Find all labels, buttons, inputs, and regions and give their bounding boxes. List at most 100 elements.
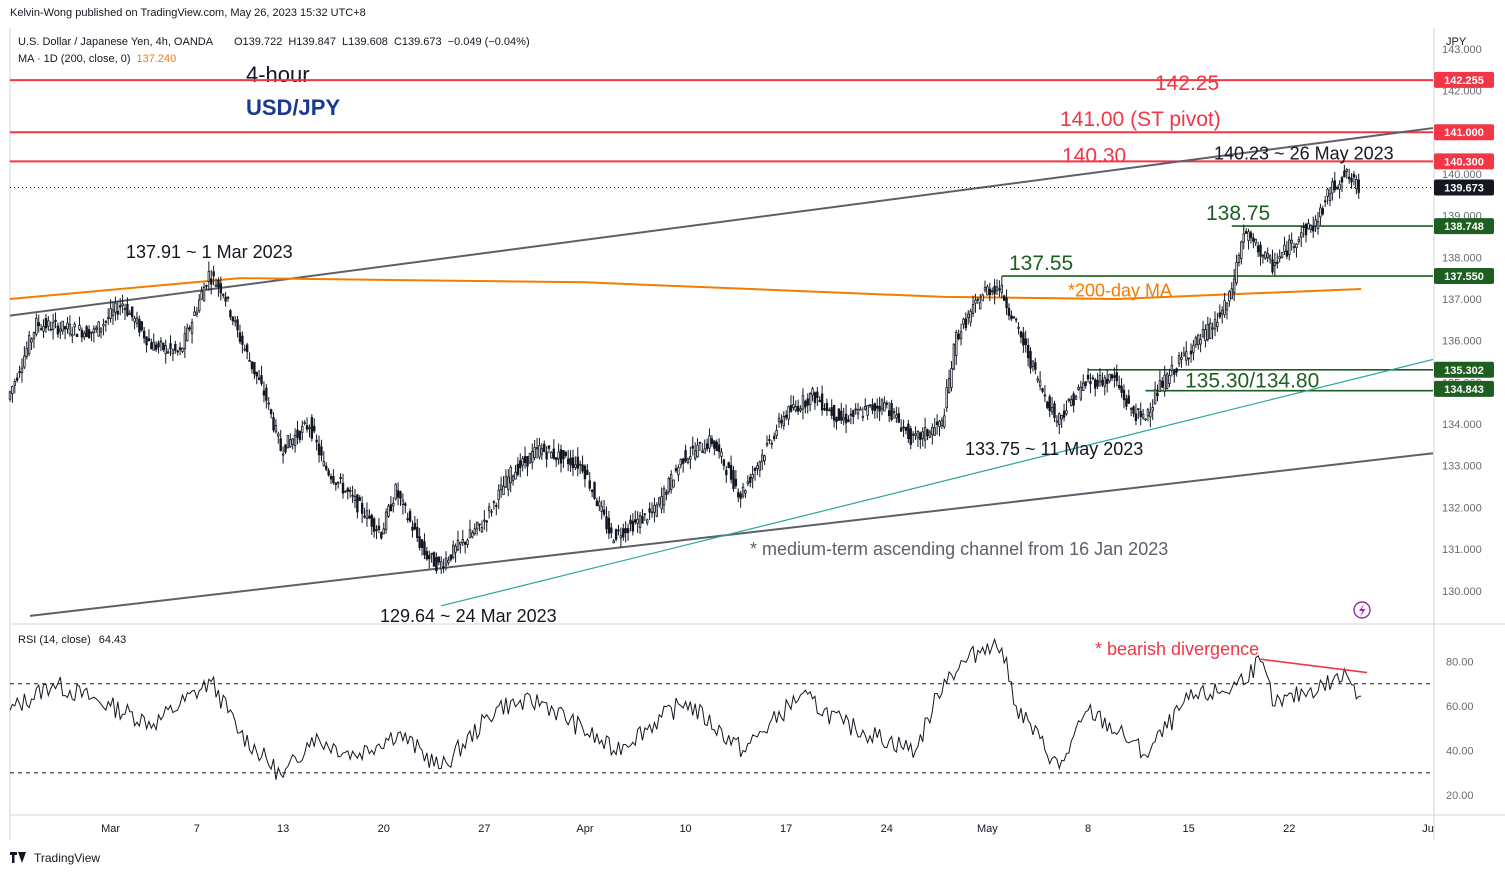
candle-up xyxy=(986,286,989,296)
candle-down xyxy=(1187,357,1190,360)
candle-down xyxy=(885,402,888,405)
candle-down xyxy=(890,402,893,420)
candle-down xyxy=(229,310,232,318)
candle-down xyxy=(1089,381,1092,385)
candle-up xyxy=(451,544,455,558)
candle-up xyxy=(181,347,184,352)
ohlc-o: O139.722 xyxy=(234,36,282,48)
price-tag xyxy=(1434,268,1494,285)
candle-up xyxy=(866,405,869,416)
candle-down xyxy=(614,529,618,540)
candle-up xyxy=(274,425,278,432)
candle-down xyxy=(250,361,254,370)
candle-up xyxy=(983,287,987,291)
candle-down xyxy=(648,508,651,513)
candle-up xyxy=(499,484,503,491)
candle-down xyxy=(260,375,263,384)
candle-up xyxy=(1278,256,1281,259)
candle-down xyxy=(1312,226,1315,232)
candle-down xyxy=(665,491,668,495)
candle-up xyxy=(483,519,486,522)
candle-up xyxy=(1055,420,1059,423)
candle-down xyxy=(847,419,850,422)
candle-up xyxy=(1194,337,1198,345)
y-tick-label: 137.000 xyxy=(1442,294,1482,306)
candle-down xyxy=(147,338,151,341)
candle-down xyxy=(377,525,381,530)
price-tag-label: 139.673 xyxy=(1444,183,1484,195)
candle-up xyxy=(686,458,690,463)
candle-down xyxy=(871,404,874,411)
candle-down xyxy=(495,505,498,507)
candle-up xyxy=(1314,219,1317,227)
candle-down xyxy=(1161,380,1164,388)
candle-down xyxy=(1304,223,1308,236)
candle-up xyxy=(892,411,896,414)
price-tag xyxy=(1434,153,1494,170)
candle-up xyxy=(1185,351,1188,361)
candle-down xyxy=(737,491,740,498)
candle-up xyxy=(940,419,944,426)
candle-up xyxy=(600,506,603,512)
candle-up xyxy=(475,521,479,530)
candle-down xyxy=(840,410,843,421)
candle-up xyxy=(959,331,963,340)
candle-down xyxy=(334,482,338,485)
x-tick-label: May xyxy=(977,823,998,835)
candle-up xyxy=(1149,411,1152,418)
candle-down xyxy=(1125,398,1128,407)
candle-up xyxy=(859,408,862,411)
candle-down xyxy=(169,343,172,350)
candle-down xyxy=(1086,374,1090,380)
y-tick-label: 131.000 xyxy=(1442,544,1482,556)
candle-up xyxy=(1326,188,1329,197)
candle-down xyxy=(576,456,579,469)
candle-up xyxy=(71,333,74,337)
candle-up xyxy=(646,519,649,524)
candle-up xyxy=(1098,375,1102,383)
candle-up xyxy=(193,311,196,316)
candle-down xyxy=(126,303,129,316)
candle-up xyxy=(921,431,924,439)
candle-down xyxy=(566,458,570,465)
candle-up xyxy=(99,327,103,333)
candle-down xyxy=(370,514,373,527)
candle-up xyxy=(557,451,560,460)
candle-up xyxy=(1192,344,1195,353)
candle-up xyxy=(991,290,994,293)
candle-down xyxy=(1340,177,1344,183)
candle-up xyxy=(1153,389,1157,405)
candle-down xyxy=(835,416,838,422)
candle-up xyxy=(344,490,347,493)
candle-up xyxy=(799,408,802,411)
candle-down xyxy=(904,426,908,431)
divergence-line xyxy=(1260,658,1368,674)
candle-up xyxy=(1170,364,1174,372)
candle-up xyxy=(933,427,936,436)
candle-down xyxy=(634,519,637,523)
swing-low-label-mar: 129.64 ~ 24 Mar 2023 xyxy=(380,606,557,626)
candle-up xyxy=(945,387,948,409)
tradingview-logo-icon xyxy=(10,852,26,863)
candle-down xyxy=(231,316,234,322)
x-tick-label: 13 xyxy=(277,823,289,835)
candle-up xyxy=(466,539,469,545)
candle-up xyxy=(1223,300,1226,316)
candle-up xyxy=(708,435,711,449)
candle-down xyxy=(411,526,414,531)
candle-up xyxy=(267,402,270,405)
candle-up xyxy=(969,310,972,323)
candle-down xyxy=(1043,394,1047,397)
candle-up xyxy=(382,528,385,535)
y-tick-label: 132.000 xyxy=(1442,502,1482,514)
candle-up xyxy=(222,293,225,296)
candle-up xyxy=(107,317,110,320)
channel-upper-line xyxy=(9,127,1434,317)
candle-up xyxy=(669,474,673,490)
candle-up xyxy=(638,515,642,528)
candle-down xyxy=(358,497,361,501)
candle-up xyxy=(976,298,980,301)
candle-down xyxy=(404,503,407,506)
candle-down xyxy=(780,420,783,424)
candle-up xyxy=(619,535,623,539)
